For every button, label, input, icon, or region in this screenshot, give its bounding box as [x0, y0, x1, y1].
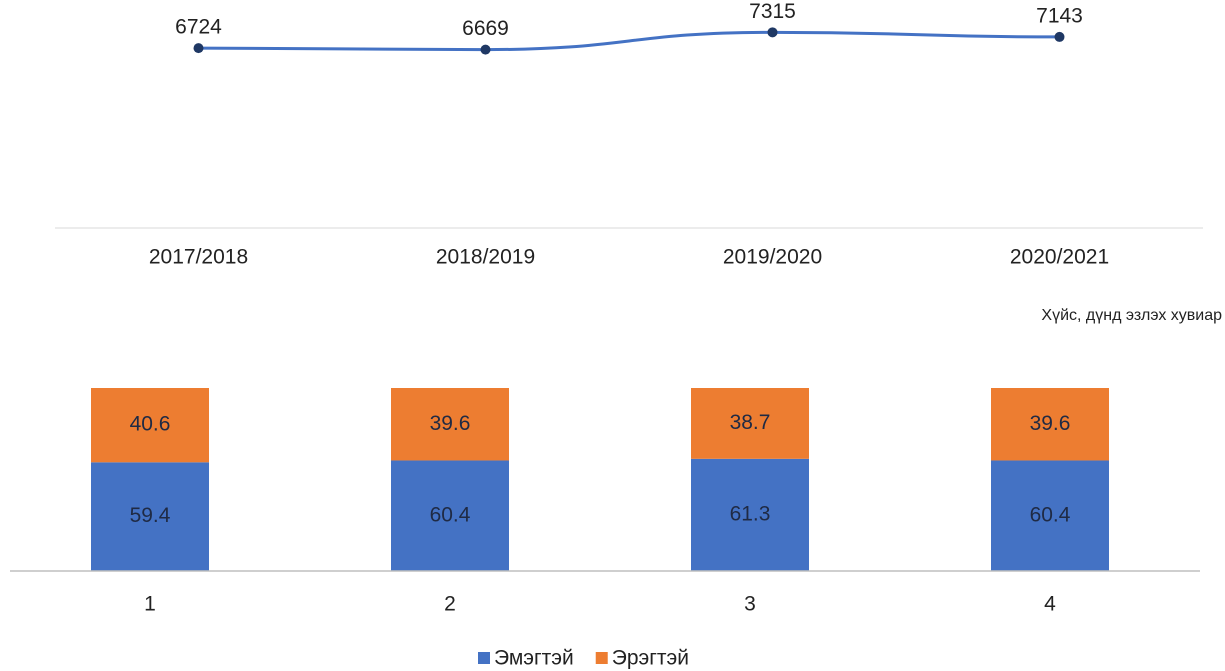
bar-segment	[991, 460, 1109, 571]
x-tick-label: 2019/2020	[723, 246, 822, 269]
data-label: 6669	[462, 17, 509, 40]
chart-subtitle: Хүйс, дүнд эзлэх хувиар	[1041, 307, 1222, 324]
bar-segment	[391, 460, 509, 571]
bar-segment	[691, 458, 809, 571]
x-tick-label: 2017/2018	[149, 246, 248, 269]
x-tick-label: 2020/2021	[1010, 246, 1109, 269]
x-tick-label: 2	[444, 593, 456, 616]
legend-label: Эмэгтэй	[494, 647, 574, 670]
marker	[193, 43, 204, 54]
bar-segment	[91, 388, 209, 463]
data-label: 7315	[749, 0, 796, 23]
data-label: 7143	[1036, 4, 1083, 27]
data-label: 60.4	[430, 503, 471, 526]
data-label: 59.4	[130, 504, 171, 527]
data-label: 61.3	[730, 502, 771, 525]
marker	[1054, 31, 1065, 42]
legend-swatch	[478, 652, 490, 664]
marker	[767, 27, 778, 38]
bar-segment	[91, 462, 209, 571]
data-label: 40.6	[130, 413, 171, 436]
data-label: 6724	[175, 16, 222, 39]
x-tick-label: 4	[1044, 593, 1056, 616]
data-label: 39.6	[1030, 412, 1071, 435]
data-label: 38.7	[730, 411, 771, 434]
x-tick-label: 1	[144, 593, 156, 616]
marker	[480, 44, 491, 55]
x-tick-label: 2018/2019	[436, 246, 535, 269]
line	[198, 30, 1060, 52]
data-label: 39.6	[430, 412, 471, 435]
legend-swatch	[595, 652, 608, 664]
bar-segment	[991, 388, 1109, 461]
bar-segment	[691, 388, 809, 459]
bar-segment	[391, 388, 509, 461]
x-tick-label: 3	[744, 593, 756, 616]
data-label: 60.4	[1030, 503, 1071, 526]
legend-label: Эрэгтэй	[612, 647, 689, 670]
